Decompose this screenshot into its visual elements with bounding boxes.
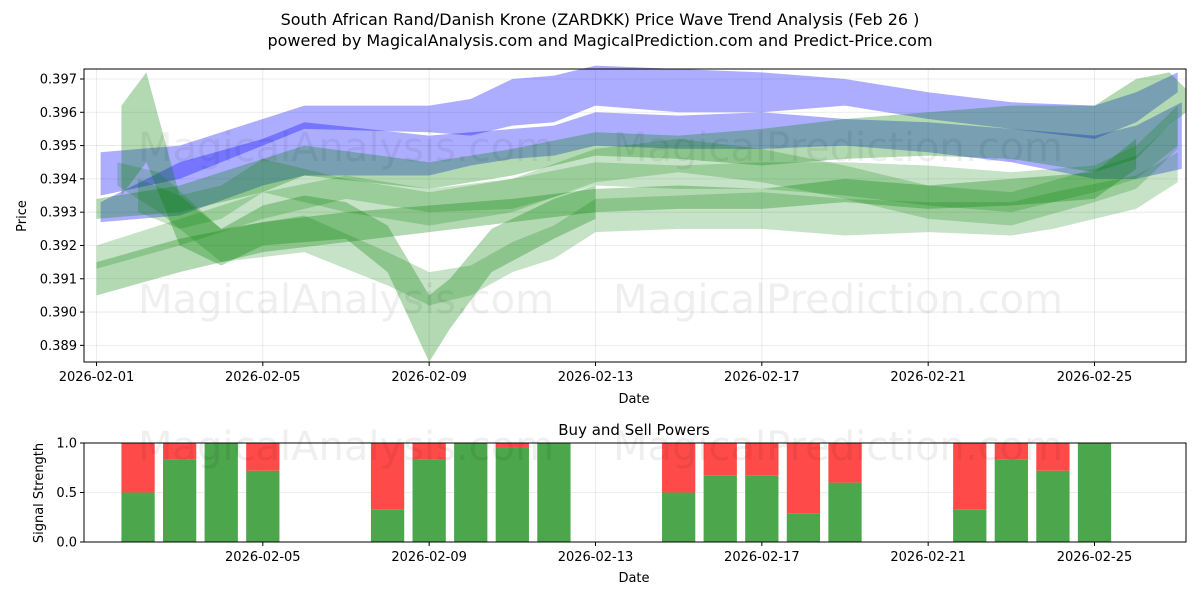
price-x-axis-label: Date — [618, 392, 649, 407]
signal-x-tick-label: 2026-02-05 — [225, 550, 301, 565]
buy-bar — [412, 459, 446, 542]
buy-bar — [786, 513, 821, 542]
buy-bar — [121, 492, 155, 542]
price-x-tick-label: 2026-02-09 — [391, 370, 467, 385]
buy-bar — [703, 475, 737, 542]
price-x-tick-label: 2026-02-13 — [558, 370, 634, 385]
price-y-ticks: 0.389 0.390 0.391 0.392 0.393 0.394 0.395 0.396… — [40, 72, 84, 354]
price-plot-frame — [83, 68, 1187, 363]
buy-bar — [454, 443, 488, 542]
signal-y-tick-label: 0.0 — [56, 536, 77, 551]
price-wave-band-7 — [121, 72, 596, 363]
sell-bar — [370, 443, 405, 510]
buy-bar — [246, 470, 280, 542]
price-wave-band-6 — [117, 152, 1178, 306]
sell-bar — [662, 443, 696, 493]
sell-bar — [745, 443, 779, 476]
sell-bar — [828, 443, 862, 483]
chart-title: South African Rand/Danish Krone (ZARDKK)… — [280, 10, 920, 29]
sell-bar — [703, 443, 737, 476]
price-wave-band-2 — [100, 102, 1182, 223]
signal-x-ticks: 2026-02-05 2026-02-09 2026-02-13 2026-02-17… — [225, 542, 1132, 565]
buy-bar — [204, 443, 238, 542]
signal-y-tick-label: 1.0 — [56, 437, 77, 452]
buy-bar — [994, 459, 1028, 542]
sell-bar — [163, 443, 197, 460]
buy-bar — [163, 459, 197, 542]
buy-bar — [828, 482, 862, 542]
price-x-tick-label: 2026-02-25 — [1057, 370, 1133, 385]
price-grid — [84, 69, 1186, 362]
signal-x-tick-label: 2026-02-09 — [391, 550, 467, 565]
price-wave-bands — [96, 65, 1187, 363]
price-y-tick-label: 0.393 — [40, 206, 77, 221]
price-wave-band-8 — [138, 118, 1178, 229]
sell-bar — [994, 443, 1028, 460]
sell-bar — [246, 443, 280, 471]
price-y-tick-label: 0.396 — [40, 106, 77, 121]
signal-x-axis-label: Date — [618, 571, 649, 586]
buy-bar — [1036, 470, 1070, 542]
signal-x-tick-label: 2026-02-17 — [724, 550, 800, 565]
signal-x-tick-label: 2026-02-13 — [558, 550, 634, 565]
signal-y-tick-label: 0.5 — [56, 486, 77, 501]
sell-bar — [121, 443, 155, 493]
watermark-prediction-top: MagicalPrediction.com — [613, 125, 1063, 171]
price-y-tick-label: 0.391 — [40, 272, 77, 287]
watermark-prediction-bottom: MagicalPrediction.com — [613, 424, 1063, 470]
price-y-tick-label: 0.392 — [40, 239, 77, 254]
signal-y-axis-label: Signal Strength — [32, 443, 47, 543]
price-x-tick-label: 2026-02-21 — [890, 370, 966, 385]
price-y-tick-label: 0.390 — [40, 306, 77, 321]
sell-bar — [1036, 443, 1070, 471]
price-y-tick-label: 0.389 — [40, 339, 77, 354]
watermark-prediction-mid: MagicalPrediction.com — [613, 277, 1063, 323]
price-y-tick-label: 0.397 — [40, 72, 77, 87]
price-x-tick-label: 2026-02-17 — [724, 370, 800, 385]
signal-x-tick-label: 2026-02-21 — [890, 550, 966, 565]
price-x-ticks: 2026-02-01 2026-02-05 2026-02-09 2026-02-13… — [59, 362, 1133, 385]
buy-bar — [662, 492, 696, 542]
price-x-tick-label: 2026-02-05 — [225, 370, 301, 385]
price-wave-band-3 — [96, 72, 1187, 219]
price-y-tick-label: 0.394 — [40, 172, 77, 187]
watermark-analysis-top: MagicalAnalysis.com — [138, 125, 554, 171]
buy-bar — [495, 447, 529, 542]
buy-bar — [370, 509, 405, 542]
price-wave-band-1 — [100, 65, 1178, 196]
price-y-tick-label: 0.395 — [40, 139, 77, 154]
sell-bar — [786, 443, 821, 514]
watermark-analysis-mid: MagicalAnalysis.com — [138, 277, 554, 323]
signal-x-tick-label: 2026-02-25 — [1057, 550, 1133, 565]
chart-subtitle: powered by MagicalAnalysis.com and Magic… — [267, 31, 933, 50]
price-wave-band-4 — [96, 105, 1178, 269]
sell-bar — [495, 443, 529, 448]
price-y-axis-label: Price — [15, 200, 30, 232]
buy-bar — [745, 475, 779, 542]
watermark-analysis-bottom: MagicalAnalysis.com — [138, 424, 554, 470]
sell-bar — [953, 443, 987, 510]
signal-chart-title: Buy and Sell Powers — [558, 421, 710, 439]
buy-bar — [537, 443, 571, 542]
buy-bar — [953, 509, 987, 542]
buy-bar — [1077, 443, 1112, 542]
sell-bar — [412, 443, 446, 460]
price-x-tick-label: 2026-02-01 — [59, 370, 135, 385]
signal-bars — [121, 443, 1112, 542]
signal-y-ticks: 0.0 0.5 1.0 — [56, 437, 84, 551]
